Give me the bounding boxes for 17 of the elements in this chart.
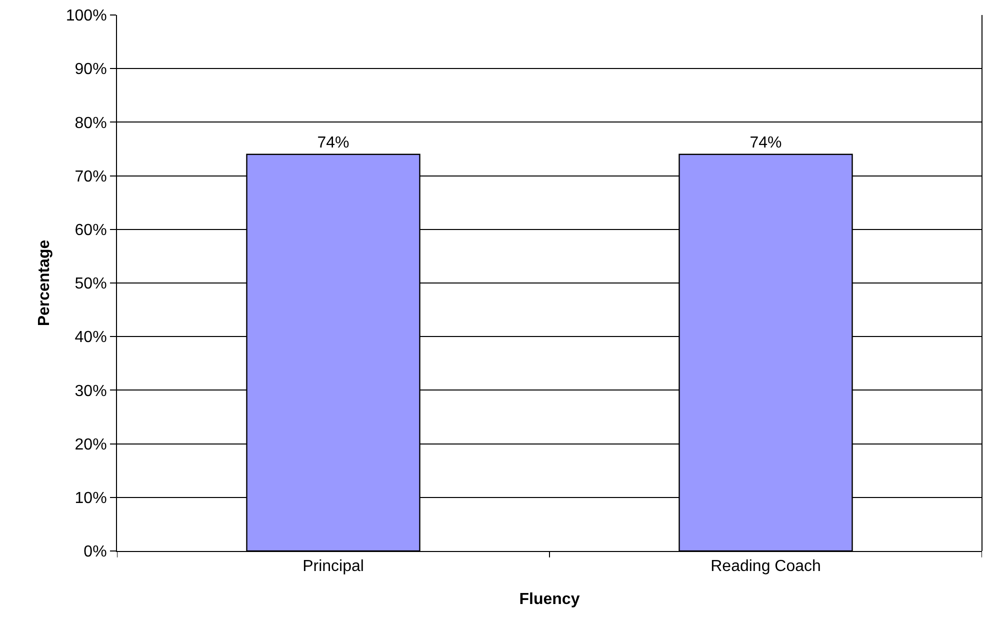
y-tick-label: 100% (66, 8, 107, 25)
y-axis-title: Percentage (36, 240, 53, 326)
y-tick-label: 60% (74, 222, 107, 239)
y-tick-label: 0% (84, 544, 107, 561)
y-tick-label: 30% (74, 382, 107, 400)
y-tick-label: 10% (74, 490, 107, 507)
x-tick-label: Principal (302, 558, 364, 576)
y-tick-label: 40% (74, 329, 107, 346)
x-axis-title: Fluency (519, 590, 580, 608)
y-tick-label: 20% (74, 436, 107, 454)
y-tick-label: 80% (74, 114, 107, 132)
y-tick-label: 90% (74, 61, 107, 78)
y-tick-label: 50% (74, 276, 107, 293)
data-label: 74% (750, 134, 782, 152)
x-tick-label: Reading Coach (710, 558, 821, 576)
y-tick-label: 70% (74, 168, 107, 186)
data-label: 74% (317, 134, 350, 152)
